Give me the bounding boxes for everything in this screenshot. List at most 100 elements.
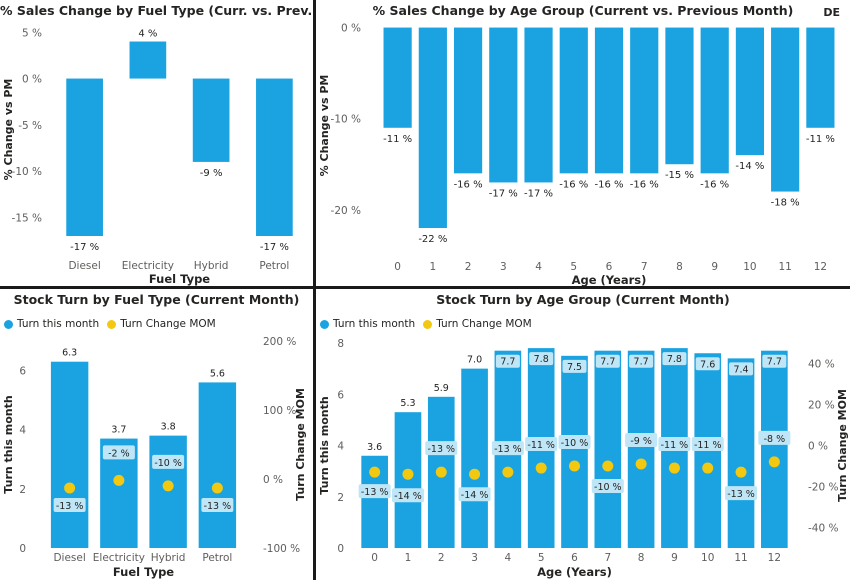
legend: Turn this month Turn Change MOM: [4, 318, 216, 330]
x-tick-label: Petrol: [202, 552, 232, 564]
data-label: -15 %: [665, 170, 694, 181]
panel-stock-by-age: Stock Turn by Age Group (Current Month) …: [316, 289, 850, 580]
data-label: 7.8: [534, 354, 549, 365]
mom-dot: [113, 474, 125, 486]
x-tick-label: 10: [701, 552, 714, 564]
data-label: -14 %: [735, 161, 764, 172]
mom-label: -11 %: [694, 440, 722, 451]
legend: Turn this month Turn Change MOM: [320, 318, 532, 330]
bar: [383, 27, 412, 128]
mom-label-bg: [625, 432, 658, 447]
mom-label-bg: [491, 441, 524, 456]
data-label: 7.6: [700, 359, 715, 370]
x-tick-label: 0: [371, 552, 378, 564]
data-label-bg: [595, 354, 620, 368]
y-tick-label: 5 %: [22, 27, 42, 39]
y2-tick-label: -20 %: [808, 482, 838, 494]
y-tick-label: 0: [19, 543, 26, 555]
data-label: -9 %: [200, 168, 223, 179]
bar: [561, 355, 588, 548]
mom-label-bg: [391, 488, 424, 503]
x-tick-label: 2: [465, 261, 472, 273]
x-tick-label: 6: [606, 261, 613, 273]
x-tick-label: Petrol: [259, 260, 289, 272]
y-tick-label: 2: [337, 492, 344, 504]
y2-tick-label: 40 %: [808, 359, 835, 371]
data-label: 6.3: [62, 348, 77, 359]
x-tick-label: 1: [430, 261, 437, 273]
y-tick-label: 4: [337, 441, 344, 453]
x-tick-label: Electricity: [93, 552, 145, 564]
y-tick-label: -5 %: [18, 120, 42, 132]
y-tick-label: 8: [337, 338, 344, 350]
y-axis-label: % Change vs PM: [2, 79, 15, 181]
mom-dot: [569, 460, 580, 472]
bar: [524, 27, 553, 183]
x-tick-label: 11: [778, 261, 791, 273]
data-label-bg: [695, 357, 720, 371]
mom-label-bg: [53, 497, 86, 512]
y2-tick-label: -100 %: [263, 543, 300, 555]
mom-dot: [435, 466, 447, 478]
mom-label: -14 %: [394, 491, 422, 502]
legend-dot-turn: [320, 319, 329, 329]
mom-label: -13 %: [361, 487, 389, 498]
data-label: 4 %: [138, 29, 157, 40]
bar: [129, 41, 167, 79]
data-label: -17 %: [524, 188, 553, 199]
data-label: 7.7: [500, 357, 515, 368]
bar: [594, 350, 622, 548]
x-tick-label: Diesel: [53, 552, 85, 564]
bar: [735, 27, 765, 156]
x-tick-label: 9: [711, 261, 718, 273]
legend-label-turn: Turn this month: [333, 318, 416, 330]
bar: [418, 27, 447, 228]
y2-tick-label: 0 %: [808, 441, 828, 453]
chart-stock-by-age: 0 2 4 6 8 40 % 20 % 0 % -20 % -40 % 3.6 -13 % 0 5.3 -1…: [318, 338, 849, 579]
x-tick-label: 3: [471, 552, 478, 564]
mom-label: -8 %: [764, 434, 786, 445]
legend-dot-change: [423, 319, 433, 329]
panel-stock-by-fuel: Stock Turn by Fuel Type (Current Month) …: [0, 289, 313, 580]
mom-dot: [702, 462, 714, 474]
mom-label-bg: [725, 486, 758, 501]
legend-label-change: Turn Change MOM: [436, 318, 532, 330]
y2-tick-label: 0 %: [263, 474, 283, 486]
mom-label: -9 %: [630, 436, 652, 447]
chart-sales-by-fuel: 5 % 0 % -5 % -10 % -15 % -17 % Diesel 4 % Electr…: [2, 27, 293, 286]
legend-label-turn: Turn this month: [17, 318, 100, 330]
mom-label: -11 %: [527, 440, 555, 451]
x-tick-label: 2: [438, 552, 445, 564]
x-tick-label: 3: [500, 261, 507, 273]
data-label: -17 %: [70, 242, 99, 253]
data-label: 5.6: [210, 368, 225, 379]
x-tick-label: 7: [604, 552, 611, 564]
bar: [806, 27, 835, 128]
mom-dot: [735, 466, 747, 478]
bar: [630, 27, 659, 174]
corner-tag: DE: [823, 6, 840, 19]
mom-dot: [211, 482, 223, 494]
bar: [453, 27, 483, 174]
data-label: -16 %: [454, 179, 483, 190]
x-axis-label: Age (Years): [572, 273, 647, 286]
chart-sales-by-age: 0 % -10 % -20 % -11 % 0 -22 % 1 -16 % 2 -17 % 3 -17…: [318, 23, 835, 286]
mom-dot: [162, 480, 174, 492]
x-axis-label: Age (Years): [537, 565, 612, 579]
data-label: -16 %: [700, 179, 729, 190]
chart-title: Stock Turn by Fuel Type (Current Month): [13, 292, 300, 307]
mom-dot: [502, 466, 514, 478]
x-tick-label: 12: [814, 261, 827, 273]
mom-label: -2 %: [108, 448, 130, 459]
bar: [50, 361, 89, 548]
chart-title: Stock Turn by Age Group (Current Month): [436, 292, 730, 307]
x-tick-label: 11: [734, 552, 747, 564]
mom-label: -11 %: [661, 440, 689, 451]
horizontal-divider: [0, 286, 850, 289]
data-label-bg: [662, 352, 687, 366]
bar: [700, 27, 729, 174]
y-tick-label: -20 %: [331, 205, 361, 217]
y-tick-label: -10 %: [331, 114, 361, 126]
bar: [66, 78, 103, 236]
x-tick-label: Hybrid: [194, 260, 229, 272]
